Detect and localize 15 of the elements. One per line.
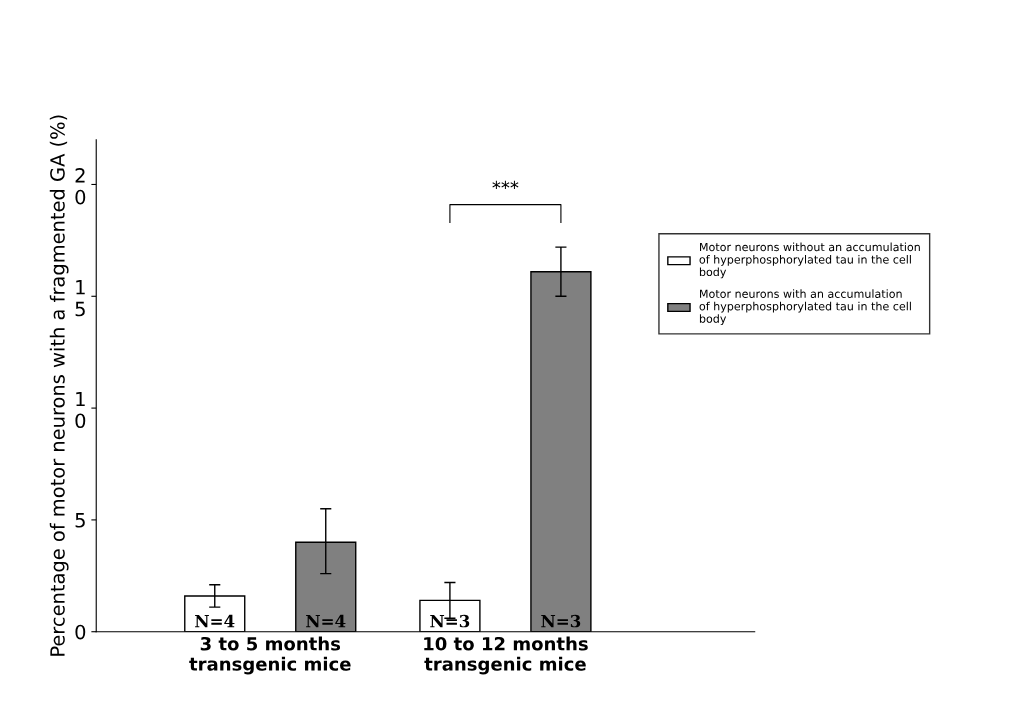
x-tick-label: 10 to 12 months transgenic mice xyxy=(424,636,588,675)
y-tick-label: 1 0 xyxy=(75,391,86,429)
annotation: N=3 xyxy=(541,614,581,628)
legend-label: Motor neurons without an accumulation of hyperphosphorylated tau in the cell body xyxy=(699,242,920,279)
annotation: N=3 xyxy=(430,614,470,628)
annotation: *** xyxy=(492,180,519,189)
y-tick-label: 0 xyxy=(75,624,86,640)
legend-label: Motor neurons with an accumulation of hyperphosphorylated tau in the cell body xyxy=(699,289,911,325)
y-tick-label: 5 xyxy=(75,513,85,528)
annotation: N=4 xyxy=(195,614,235,628)
y-tick-label: 1 5 xyxy=(75,280,85,317)
y-tick-label: 2 0 xyxy=(75,168,86,205)
y-axis-title: Percentage of motor neurons with a fragmented GA (%) xyxy=(49,115,69,656)
annotation: N=4 xyxy=(306,614,346,628)
x-tick-label: 3 to 5 months transgenic mice xyxy=(189,636,351,675)
